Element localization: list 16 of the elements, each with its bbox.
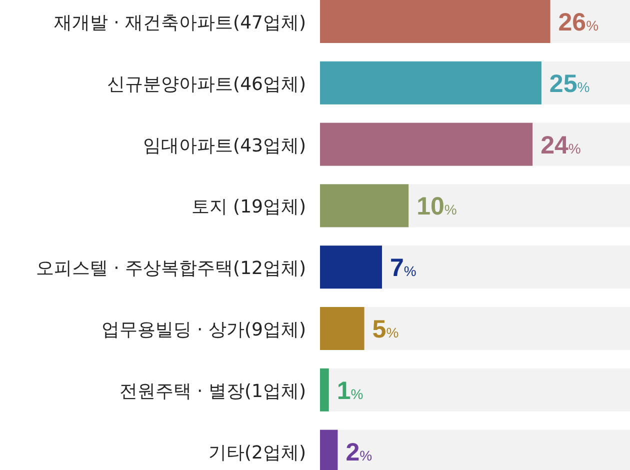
y-tick-label: 전원주택 · 별장(1업체) [119, 380, 306, 402]
y-tick-label: 신규분양아파트(46업체) [107, 74, 306, 95]
data-label: 25% [549, 70, 590, 98]
data-label: 2% [346, 438, 372, 466]
data-label: 5% [372, 316, 399, 344]
data-label: 1% [336, 376, 364, 405]
y-tick-label: 기타(2업체) [208, 442, 306, 464]
y-tick-label: 재개발 · 재건축아파트(47업체) [54, 12, 306, 34]
data-label: 26% [558, 8, 599, 36]
y-tick-label: 업무용빌딩 · 상가(9업체) [101, 320, 306, 340]
y-tick-label: 임대아파트(43업체) [143, 135, 306, 156]
y-tick-label: 오피스텔 · 주상복합주택(12업체) [36, 258, 306, 280]
data-label: 7% [390, 254, 416, 282]
data-label: 24% [540, 131, 581, 160]
y-tick-label: 토지 (19업체) [191, 196, 306, 218]
data-label: 10% [416, 192, 457, 221]
